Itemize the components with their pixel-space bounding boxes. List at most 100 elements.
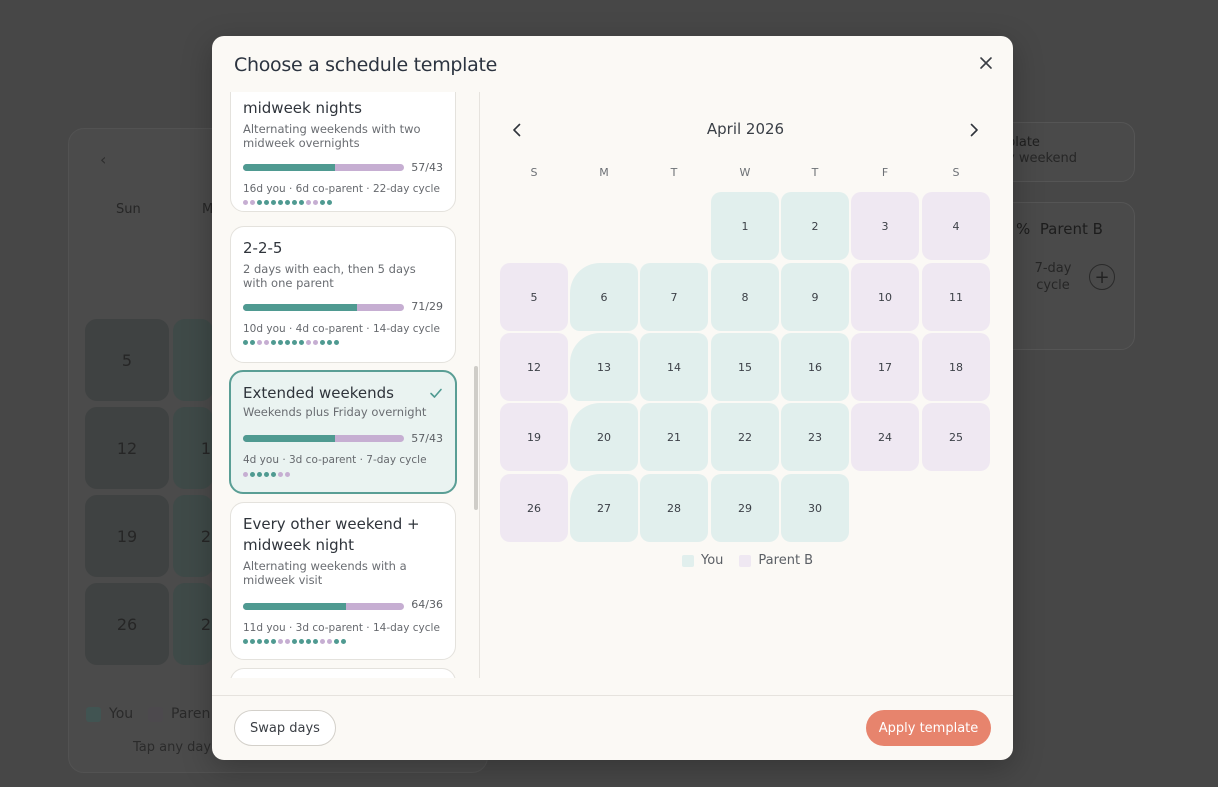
template-card[interactable]: 2-2-5 2 days with each, then 5 days with…: [230, 226, 456, 363]
cycle-dot: [243, 472, 248, 477]
cycle-dot: [264, 472, 269, 477]
cycle-dot: [243, 639, 248, 644]
cycle-dots: [243, 340, 443, 346]
cycle-dot: [243, 200, 248, 205]
calendar-day[interactable]: 17: [851, 333, 919, 401]
calendar-day[interactable]: 11: [922, 263, 990, 331]
bg-parent-label: % Parent B: [1016, 220, 1103, 238]
weekday-label: S: [952, 166, 960, 179]
template-description: Alternating weekends with a midweek visi…: [243, 559, 407, 587]
cycle-dot: [306, 200, 311, 205]
swap-days-button[interactable]: Swap days: [234, 710, 336, 746]
calendar-day[interactable]: 10: [851, 263, 919, 331]
modal-title: Choose a schedule template: [234, 54, 498, 76]
calendar-day[interactable]: 13: [570, 333, 638, 401]
calendar-day[interactable]: 27: [570, 474, 638, 542]
template-meta: 16d you · 6d co-parent · 22-day cycle: [243, 183, 440, 195]
split-bar: [243, 603, 404, 610]
template-card[interactable]: [230, 668, 456, 678]
bg-day: 2: [173, 495, 213, 577]
footer-divider: [212, 695, 1013, 696]
calendar-day[interactable]: 1: [711, 192, 779, 260]
cycle-dot: [320, 340, 325, 345]
cycle-dot: [341, 639, 346, 644]
cycle-dot: [327, 200, 332, 205]
cycle-dot: [271, 340, 276, 345]
close-icon[interactable]: [977, 54, 995, 72]
calendar-day[interactable]: 16: [781, 333, 849, 401]
calendar-day[interactable]: 3: [851, 192, 919, 260]
bg-day: 19: [85, 495, 169, 577]
bg-tap-hint: Tap any day to: [133, 740, 229, 755]
calendar-legend: You Parent B: [682, 553, 813, 568]
legend-label-parent: Parent B: [758, 553, 814, 568]
bg-day: 5: [85, 319, 169, 401]
calendar-day[interactable]: 18: [922, 333, 990, 401]
calendar-day[interactable]: 22: [711, 403, 779, 471]
cycle-dots: [243, 200, 443, 206]
calendar-day[interactable]: 14: [640, 333, 708, 401]
template-card[interactable]: Every other weekend + midweek night Alte…: [230, 502, 456, 660]
template-meta: 10d you · 4d co-parent · 14-day cycle: [243, 323, 440, 335]
template-list[interactable]: midweek nights Alternating weekends with…: [212, 92, 478, 678]
bg-cycle: 7-day cycle: [1034, 261, 1072, 293]
list-scrollbar[interactable]: [474, 366, 478, 510]
calendar-day[interactable]: 8: [711, 263, 779, 331]
cycle-dot: [250, 472, 255, 477]
template-meta: 4d you · 3d co-parent · 7-day cycle: [243, 454, 427, 466]
calendar-day[interactable]: 28: [640, 474, 708, 542]
cycle-dot: [320, 639, 325, 644]
calendar-day[interactable]: 2: [781, 192, 849, 260]
calendar-day[interactable]: 26: [500, 474, 568, 542]
template-description: Alternating weekends with two midweek ov…: [243, 122, 421, 150]
calendar-day[interactable]: 7: [640, 263, 708, 331]
chevron-left-icon[interactable]: [507, 120, 527, 140]
weekday-label: S: [530, 166, 538, 179]
chevron-right-icon[interactable]: [964, 120, 984, 140]
template-card-selected[interactable]: Extended weekends Weekends plus Friday o…: [229, 370, 457, 494]
calendar-day[interactable]: 30: [781, 474, 849, 542]
calendar-day[interactable]: 4: [922, 192, 990, 260]
bg-template-card: plate y weekend: [990, 122, 1135, 182]
calendar-day[interactable]: 24: [851, 403, 919, 471]
calendar-day[interactable]: 20: [570, 403, 638, 471]
calendar-day[interactable]: 29: [711, 474, 779, 542]
split-ratio: 57/43: [411, 432, 443, 445]
calendar-day[interactable]: 5: [500, 263, 568, 331]
weekday-label: F: [881, 166, 889, 179]
cycle-dot: [271, 200, 276, 205]
calendar-day[interactable]: 15: [711, 333, 779, 401]
calendar-day[interactable]: 23: [781, 403, 849, 471]
legend-swatch-you: [682, 554, 694, 567]
calendar-day[interactable]: 6: [570, 263, 638, 331]
cycle-dot: [285, 639, 290, 644]
template-title: Extended weekends: [243, 384, 394, 402]
cycle-dot: [271, 472, 276, 477]
cycle-dot: [257, 200, 262, 205]
template-title: Every other weekend + midweek night: [243, 515, 420, 554]
calendar-day[interactable]: 19: [500, 403, 568, 471]
calendar-day[interactable]: 12: [500, 333, 568, 401]
split-bar: [243, 304, 404, 311]
bg-weekday: Sun: [116, 202, 141, 217]
split-ratio: 71/29: [411, 300, 443, 313]
apply-template-button[interactable]: Apply template: [866, 710, 991, 746]
calendar-day[interactable]: 21: [640, 403, 708, 471]
bg-day: 2: [173, 583, 213, 665]
cycle-dot: [250, 200, 255, 205]
cycle-dot: [257, 639, 262, 644]
calendar-day[interactable]: 25: [922, 403, 990, 471]
cycle-dot: [320, 200, 325, 205]
bg-legend-parent: Paren: [148, 706, 210, 722]
split-ratio: 57/43: [411, 161, 443, 174]
cycle-dot: [292, 340, 297, 345]
bg-weekday: M: [202, 202, 214, 217]
calendar-day[interactable]: 9: [781, 263, 849, 331]
weekday-label: T: [670, 166, 678, 179]
cycle-dot: [327, 340, 332, 345]
cycle-dot: [278, 200, 283, 205]
month-label: April 2026: [706, 120, 785, 138]
split-bar: [243, 435, 404, 442]
cycle-dot: [264, 639, 269, 644]
template-card[interactable]: midweek nights Alternating weekends with…: [230, 92, 456, 212]
